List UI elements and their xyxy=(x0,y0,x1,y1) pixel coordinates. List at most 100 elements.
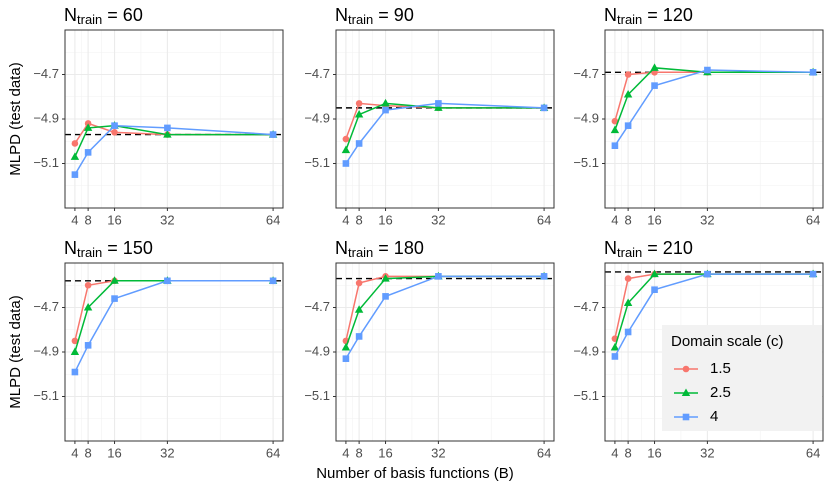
point xyxy=(624,122,632,129)
title-rest: = 120 xyxy=(647,5,693,25)
title-sub: train xyxy=(77,245,102,260)
x-tick-label: 8 xyxy=(356,212,363,227)
title-rest: = 60 xyxy=(107,5,143,25)
y-tick-label: −4.9 xyxy=(33,110,59,125)
panel-title: Ntrain = 180 xyxy=(335,238,424,261)
point xyxy=(704,66,711,74)
title-rest: = 180 xyxy=(378,238,424,258)
point xyxy=(355,140,363,147)
x-tick-label: 8 xyxy=(85,445,92,460)
x-tick-label: 4 xyxy=(342,212,349,227)
point xyxy=(341,145,351,154)
x-tick-label: 8 xyxy=(625,445,632,460)
y-axis-label: MLPD (test data) xyxy=(7,62,24,175)
panel-title: Ntrain = 150 xyxy=(64,238,153,261)
point xyxy=(70,152,80,160)
y-tick-label: −4.9 xyxy=(33,343,59,358)
legend-title: Domain scale (c) xyxy=(671,333,784,350)
x-tick-label: 64 xyxy=(806,212,820,227)
point xyxy=(610,343,620,351)
point xyxy=(650,63,659,71)
legend-label: 2.5 xyxy=(710,384,731,401)
point xyxy=(342,355,350,362)
panel-border xyxy=(335,262,555,442)
y-tick-label: −4.7 xyxy=(304,66,330,81)
title-rest: = 150 xyxy=(107,238,153,258)
x-tick-label: 64 xyxy=(537,212,551,227)
point xyxy=(71,368,79,376)
y-tick-label: −5.1 xyxy=(573,388,599,403)
point xyxy=(381,98,390,107)
y-tick-label: −4.7 xyxy=(304,299,330,314)
x-tick-label: 8 xyxy=(85,212,92,227)
point xyxy=(650,269,659,278)
x-tick-label: 4 xyxy=(611,445,618,460)
x-tick-label: 32 xyxy=(431,212,445,227)
title-main: N xyxy=(64,5,77,25)
point xyxy=(624,275,632,282)
point xyxy=(342,160,350,167)
y-tick-label: −5.1 xyxy=(304,155,330,170)
point xyxy=(611,142,619,149)
x-tick-label: 64 xyxy=(537,445,551,460)
title-sub: train xyxy=(348,245,373,260)
point xyxy=(610,125,620,134)
title-main: N xyxy=(64,238,77,258)
point xyxy=(111,295,118,302)
x-tick-label: 4 xyxy=(342,445,349,460)
point xyxy=(540,104,548,112)
x-tick-label: 4 xyxy=(71,445,78,460)
point xyxy=(164,277,171,285)
y-tick-label: −5.1 xyxy=(304,388,330,403)
panel-title: Ntrain = 60 xyxy=(64,5,143,28)
panel-border xyxy=(604,29,824,209)
y-tick-label: −4.7 xyxy=(573,299,599,314)
x-tick-label: 64 xyxy=(266,445,280,460)
y-tick-label: −5.1 xyxy=(33,388,59,403)
x-tick-label: 16 xyxy=(107,212,121,227)
panel-title: Ntrain = 120 xyxy=(604,5,693,28)
legend-marker xyxy=(681,388,691,396)
point xyxy=(809,68,817,76)
point xyxy=(355,333,363,340)
point xyxy=(83,123,93,131)
point xyxy=(110,276,119,284)
y-tick-label: −4.9 xyxy=(304,343,330,358)
point xyxy=(355,279,363,287)
panel-border xyxy=(604,262,824,442)
x-tick-label: 8 xyxy=(356,445,363,460)
point xyxy=(70,347,80,355)
point xyxy=(809,270,817,278)
y-tick-label: −4.9 xyxy=(573,343,599,358)
x-tick-label: 16 xyxy=(647,212,661,227)
x-tick-label: 4 xyxy=(71,212,78,227)
point xyxy=(382,106,389,114)
point xyxy=(342,135,350,143)
title-sub: train xyxy=(617,12,642,27)
panel-border xyxy=(64,262,284,442)
point xyxy=(84,342,92,349)
point xyxy=(84,149,92,156)
x-tick-label: 8 xyxy=(625,212,632,227)
title-rest: = 210 xyxy=(647,238,693,258)
x-tick-label: 32 xyxy=(431,445,445,460)
panel-border xyxy=(335,29,555,209)
x-tick-label: 16 xyxy=(107,445,121,460)
x-tick-label: 16 xyxy=(647,445,661,460)
point xyxy=(623,90,633,98)
y-tick-label: −4.9 xyxy=(304,110,330,125)
point xyxy=(341,343,351,351)
point xyxy=(354,305,364,313)
y-tick-label: −4.7 xyxy=(33,66,59,81)
point xyxy=(651,286,658,293)
point xyxy=(611,353,619,360)
title-sub: train xyxy=(617,245,642,260)
point xyxy=(434,103,443,111)
title-sub: train xyxy=(348,12,373,27)
point xyxy=(354,110,364,118)
y-tick-label: −4.7 xyxy=(33,299,59,314)
point xyxy=(651,82,658,89)
point xyxy=(111,122,118,129)
y-tick-label: −5.1 xyxy=(33,155,59,170)
title-main: N xyxy=(335,238,348,258)
